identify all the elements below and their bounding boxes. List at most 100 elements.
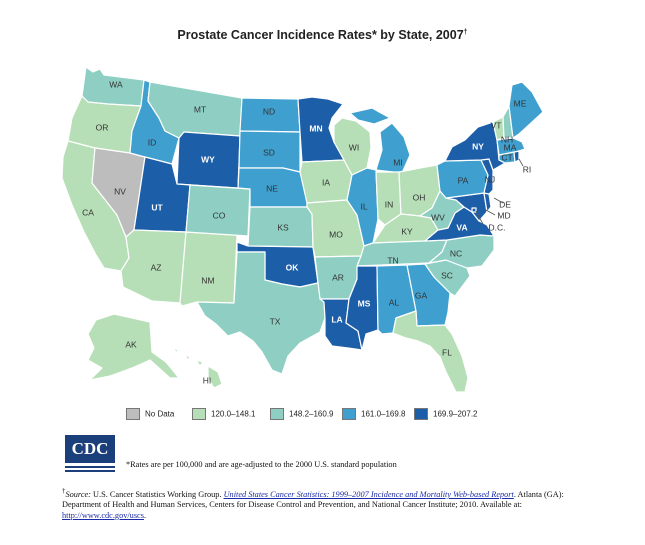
cdc-logo-text: CDC <box>72 439 109 458</box>
state-MA[interactable] <box>496 137 526 156</box>
label-CO: CO <box>213 210 226 220</box>
label-MD: MD <box>497 210 510 220</box>
legend-swatch <box>270 408 284 420</box>
state-WI[interactable] <box>333 117 372 176</box>
state-HI[interactable] <box>173 347 223 389</box>
legend-label: 148.2–160.9 <box>289 409 334 419</box>
label-MN: MN <box>309 123 322 133</box>
label-DC: D.C. <box>489 222 506 232</box>
legend-label: 120.0–148.1 <box>211 409 256 419</box>
leader-line-dc <box>475 210 485 227</box>
label-NH: NH <box>501 134 513 144</box>
cdc-logo-bar-2 <box>65 470 115 472</box>
legend-item-c2: 148.2–160.9 <box>270 408 334 420</box>
cdc-logo-bar-1 <box>65 466 115 468</box>
label-WY: WY <box>201 154 215 164</box>
label-NY: NY <box>472 141 484 151</box>
cdc-logo-box <box>65 435 115 463</box>
label-SD: SD <box>263 147 275 157</box>
label-OH: OH <box>413 192 426 202</box>
label-GA: GA <box>415 290 428 300</box>
report-link[interactable]: United States Cancer Statistics: 1999–20… <box>223 489 514 499</box>
label-IL: IL <box>360 201 367 211</box>
title-dagger: † <box>463 28 468 36</box>
label-KS: KS <box>277 222 289 232</box>
legend-label: 161.0–169.8 <box>361 409 406 419</box>
legend-item-c3: 161.0–169.8 <box>342 408 406 420</box>
legend-item-c4: 169.9–207.2 <box>414 408 478 420</box>
footnote: *Rates are per 100,000 and are age-adjus… <box>126 460 397 469</box>
cdc-logo: CDC <box>65 435 115 472</box>
map-title-text: Prostate Cancer Incidence Rates* by Stat… <box>177 28 464 42</box>
legend-swatch <box>342 408 356 420</box>
label-NE: NE <box>266 183 278 193</box>
label-PA: PA <box>458 175 469 185</box>
label-MI: MI <box>393 157 402 167</box>
legend-label: 169.9–207.2 <box>433 409 478 419</box>
label-DE: DE <box>499 199 511 209</box>
state-NM[interactable] <box>179 231 238 307</box>
label-UT: UT <box>151 202 163 212</box>
legend-swatch <box>414 408 428 420</box>
label-NV: NV <box>114 186 126 196</box>
label-IA: IA <box>322 177 330 187</box>
state-RI[interactable] <box>513 150 520 163</box>
label-TN: TN <box>387 255 398 265</box>
source-end: . <box>143 510 147 520</box>
label-AL: AL <box>389 297 400 307</box>
label-MS: MS <box>358 298 371 308</box>
label-VA: VA <box>456 222 467 232</box>
legend-swatch <box>126 408 140 420</box>
label-NJ: NJ <box>485 174 495 184</box>
label-FL: FL <box>442 347 452 357</box>
label-WA: WA <box>109 79 123 89</box>
legend-item-nodata: No Data <box>126 408 174 420</box>
state-AK[interactable] <box>87 313 180 381</box>
label-MO: MO <box>329 229 343 239</box>
label-RI: RI <box>523 164 532 174</box>
legend-swatch <box>192 408 206 420</box>
state-MI[interactable] <box>349 107 411 174</box>
source-text-2: . Atlanta (GA): Department of Health and… <box>62 489 564 510</box>
legend-label: No Data <box>145 409 175 419</box>
label-ME: ME <box>514 98 527 108</box>
label-AR: AR <box>332 272 344 282</box>
source-prefix: Source: <box>65 489 91 499</box>
label-LA: LA <box>331 314 342 324</box>
state-DC[interactable] <box>471 207 477 213</box>
label-VT: VT <box>491 120 502 130</box>
label-OR: OR <box>96 122 109 132</box>
label-MA: MA <box>504 142 517 152</box>
label-KY: KY <box>401 226 413 236</box>
label-AZ: AZ <box>151 262 162 272</box>
label-ND: ND <box>263 106 275 116</box>
label-IN: IN <box>385 199 394 209</box>
leader-line-ri <box>518 158 524 167</box>
label-CA: CA <box>82 207 94 217</box>
label-HI: HI <box>203 375 212 385</box>
source-citation: †Source: U.S. Cancer Statistics Working … <box>62 487 592 521</box>
source-dagger: † <box>62 488 66 495</box>
uscs-url-link[interactable]: http://www.cdc.gov/uscs <box>62 510 144 520</box>
label-WV: WV <box>431 212 445 222</box>
label-CT: CT <box>501 152 512 162</box>
label-NC: NC <box>450 248 462 258</box>
state-TX[interactable] <box>196 251 326 375</box>
leader-line-md <box>485 209 496 216</box>
state-ME[interactable] <box>508 81 544 139</box>
label-TX: TX <box>270 316 281 326</box>
label-OK: OK <box>286 262 300 272</box>
source-text-1: U.S. Cancer Statistics Working Group. <box>90 489 224 499</box>
leader-line-de <box>493 197 504 204</box>
label-ID: ID <box>148 137 157 147</box>
state-MN[interactable] <box>297 96 345 163</box>
label-MT: MT <box>194 104 206 114</box>
label-WI: WI <box>349 142 359 152</box>
label-AK: AK <box>125 339 137 349</box>
label-NM: NM <box>201 275 214 285</box>
state-FL[interactable] <box>392 310 469 393</box>
map-title: Prostate Cancer Incidence Rates* by Stat… <box>0 28 645 42</box>
legend-item-c1: 120.0–148.1 <box>192 408 256 420</box>
label-SC: SC <box>441 270 453 280</box>
